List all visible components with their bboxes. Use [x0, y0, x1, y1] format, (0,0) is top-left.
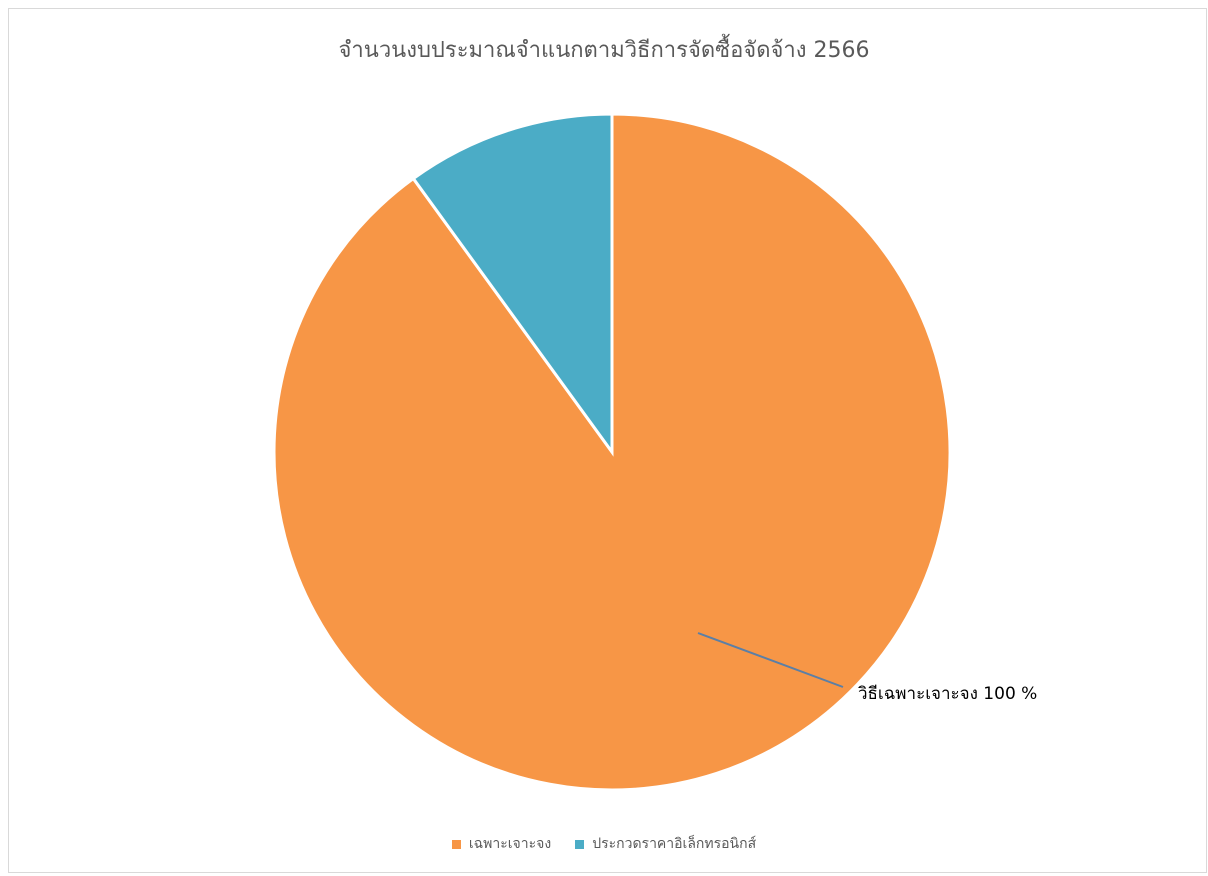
- legend-item-specific: เฉพาะเจาะจง: [451, 833, 552, 855]
- data-label-specific-method: วิธีเฉพาะเจาะจง 100 %: [858, 684, 1038, 704]
- pie-slice-e-bidding: [411, 112, 614, 457]
- legend-item-e-bidding: ประกวดราคาอิเล็กทรอนิกส์: [575, 833, 756, 855]
- legend-swatch-specific: [451, 839, 461, 849]
- legend-label-specific: เฉพาะเจาะจง: [468, 836, 552, 852]
- legend-swatch-e-bidding: [575, 839, 585, 849]
- legend-label-e-bidding: ประกวดราคาอิเล็กทรอนิกส์: [592, 836, 757, 852]
- data-label-leader-line: [697, 632, 844, 688]
- chart-title: จำนวนงบประมาณจำแนกตามวิธีการจัดซื้อจัดจ้…: [338, 38, 870, 63]
- pie-slice-specific: [272, 112, 952, 792]
- legend: เฉพาะเจาะจง ประกวดราคาอิเล็กทรอนิกส์: [0, 833, 1208, 855]
